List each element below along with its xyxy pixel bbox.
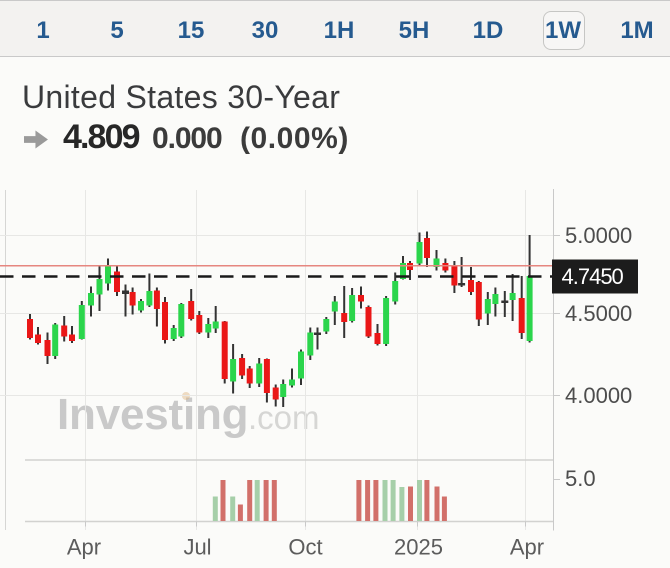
svg-text:4.5000: 4.5000: [565, 301, 632, 326]
svg-text:5.0000: 5.0000: [565, 223, 632, 248]
svg-text:Oct: Oct: [288, 535, 322, 560]
svg-text:Investing: Investing: [57, 390, 248, 439]
svg-text:Jul: Jul: [183, 535, 211, 560]
svg-text:5.0: 5.0: [565, 466, 596, 491]
svg-text:Apr: Apr: [67, 535, 101, 560]
svg-text:Apr: Apr: [510, 535, 544, 560]
svg-text:2025: 2025: [394, 535, 443, 560]
svg-text:4.0000: 4.0000: [565, 383, 632, 408]
svg-text:4.7450: 4.7450: [562, 264, 624, 289]
